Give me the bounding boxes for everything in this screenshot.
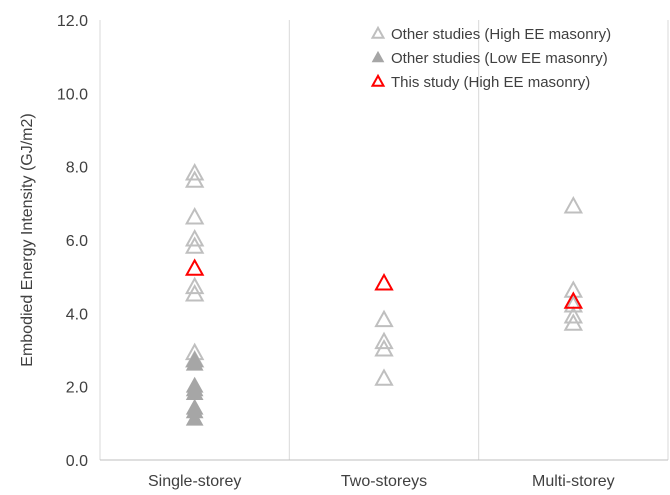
y-axis-title: Embodied Energy Intensity (GJ/m2) xyxy=(19,113,36,366)
data-point-series-3 xyxy=(563,291,584,309)
data-point-series-1 xyxy=(563,295,584,313)
legend-label: Other studies (High EE masonry) xyxy=(391,26,611,43)
data-points xyxy=(184,163,584,426)
y-tick-label: 10.0 xyxy=(57,86,88,103)
data-point-series-1 xyxy=(184,276,205,295)
y-tick-label: 0.0 xyxy=(66,453,88,470)
data-point-series-1 xyxy=(563,313,584,331)
x-axis-tick-labels: Single-storey Two-storeys Multi-storey xyxy=(148,473,615,490)
x-tick-label: Two-storeys xyxy=(341,473,427,490)
legend-marker xyxy=(371,50,385,63)
data-point-series-1 xyxy=(374,339,394,357)
x-tick-label: Multi-storey xyxy=(532,473,615,490)
data-point-series-1 xyxy=(184,163,205,181)
data-point-series-3 xyxy=(374,273,394,291)
legend-marker xyxy=(370,73,386,87)
legend-label: This study (High EE masonry) xyxy=(391,74,590,91)
legend: Other studies (High EE masonry) Other stu… xyxy=(370,25,611,91)
data-point-series-1 xyxy=(184,170,205,188)
data-point-series-1 xyxy=(374,368,394,386)
y-tick-label: 6.0 xyxy=(66,233,88,250)
legend-label: Other studies (Low EE masonry) xyxy=(391,50,608,67)
data-point-series-1 xyxy=(374,309,394,328)
legend-marker xyxy=(370,25,386,39)
vertical-gridlines xyxy=(99,20,669,460)
data-point-series-1 xyxy=(184,236,205,254)
data-point-series-1 xyxy=(184,207,205,225)
y-tick-label: 2.0 xyxy=(66,380,88,397)
data-point-series-3 xyxy=(184,258,205,276)
data-point-series-2 xyxy=(185,409,204,426)
data-point-series-1 xyxy=(184,229,205,247)
y-axis-tick-labels: 0.0 2.0 4.0 6.0 8.0 10.0 12.0 xyxy=(57,13,88,470)
data-point-series-1 xyxy=(563,306,584,324)
y-tick-label: 12.0 xyxy=(57,13,88,30)
y-tick-label: 4.0 xyxy=(66,306,88,323)
x-tick-label: Single-storey xyxy=(148,473,241,490)
data-point-series-1 xyxy=(563,196,584,214)
data-point-series-2 xyxy=(185,354,204,371)
y-tick-label: 8.0 xyxy=(66,160,88,177)
data-point-series-1 xyxy=(374,331,394,350)
data-point-series-1 xyxy=(184,284,205,302)
